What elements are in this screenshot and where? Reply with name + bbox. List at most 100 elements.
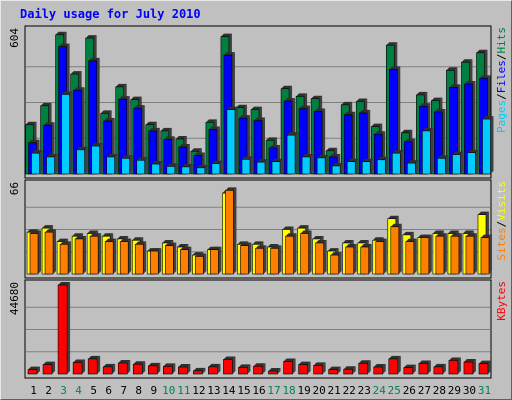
bar-kbytes-day-19 [298, 361, 311, 375]
bar-pages-day-13 [211, 160, 223, 175]
bar-top [269, 144, 281, 148]
bar-top [359, 109, 371, 113]
bar-top [266, 137, 278, 141]
bar-top [477, 211, 489, 215]
bar-pages-day-9 [151, 161, 163, 175]
bar-top [374, 131, 386, 135]
bar-top [377, 156, 389, 160]
bar-top [135, 241, 147, 245]
bar-top [208, 363, 221, 367]
bar-files-day-23 [358, 109, 371, 175]
bar-top [91, 143, 103, 147]
bar-face [147, 365, 158, 375]
x-tick-day-30: 30 [463, 384, 476, 397]
bar-face [76, 149, 85, 175]
bar-side [367, 360, 371, 374]
bar-top [437, 155, 449, 159]
bar-face [418, 363, 429, 375]
bar-side [38, 230, 42, 274]
bar-sites-day-29 [450, 233, 462, 275]
bar-top [148, 362, 161, 366]
bar-sites-day-13 [210, 246, 222, 275]
bar-side [187, 364, 191, 374]
bar-top [402, 231, 414, 235]
bar-face [74, 238, 84, 275]
bar-side [442, 363, 446, 374]
bar-top [299, 105, 311, 109]
bar-pages-day-24 [376, 156, 389, 175]
bar-side [488, 234, 492, 274]
bar-files-day-8 [133, 105, 145, 175]
bar-sites-day-23 [360, 244, 372, 275]
bar-face [358, 362, 369, 375]
bar-face [121, 158, 131, 175]
bar-side [385, 156, 389, 174]
bar-face [388, 358, 399, 375]
bar-top [268, 368, 281, 372]
bar-top [449, 84, 461, 88]
bar-top [193, 152, 205, 156]
bar-face [180, 249, 189, 275]
bar-face [104, 241, 114, 275]
bar-pages-day-16 [256, 159, 268, 175]
bar-face [44, 231, 54, 275]
x-tick-day-14: 14 [222, 384, 236, 397]
bar-side [189, 163, 193, 174]
bar-side [172, 363, 176, 374]
bar-sites-day-19 [300, 230, 312, 275]
x-tick-day-24: 24 [373, 384, 387, 397]
bar-side [457, 357, 461, 374]
bar-side [233, 187, 237, 274]
bar-kbytes-day-18 [283, 358, 296, 375]
bar-sites-day-31 [480, 234, 492, 275]
bar-pages-day-2 [46, 153, 58, 175]
bar-face [46, 156, 55, 175]
bar-top [432, 230, 444, 234]
bar-side [218, 246, 222, 274]
x-tick-day-7: 7 [120, 384, 127, 397]
bar-top [252, 241, 264, 245]
bar-top [272, 158, 284, 162]
bar-sites-day-12 [195, 253, 207, 275]
bar-top [347, 158, 359, 162]
x-tick-day-22: 22 [343, 384, 356, 397]
bar-top [433, 363, 446, 367]
bar-side [126, 96, 130, 174]
bar-face [166, 166, 176, 175]
bar-side [68, 241, 72, 274]
bar-side [99, 143, 103, 174]
bar-top [314, 108, 326, 112]
bar-side [322, 362, 326, 374]
bar-top [386, 42, 398, 46]
bar-top [480, 234, 492, 238]
bar-sites-day-2 [44, 229, 57, 275]
bar-side [69, 91, 73, 174]
bar-top [60, 241, 72, 245]
bar-side [352, 111, 356, 174]
bar-side [325, 154, 329, 174]
bar-top [177, 244, 189, 248]
bar-top [28, 366, 41, 370]
bar-face [480, 237, 490, 275]
bar-side [83, 235, 87, 274]
bar-top [298, 361, 311, 365]
bar-sites-day-15 [240, 242, 252, 275]
bar-pages-day-28 [437, 155, 449, 175]
legend-label: KBytes [495, 281, 508, 321]
x-tick-day-2: 2 [45, 384, 52, 397]
bar-top [132, 237, 144, 241]
bar-sites-day-30 [465, 233, 477, 275]
bar-side [141, 105, 145, 174]
bar-face [91, 145, 100, 175]
x-tick-day-29: 29 [448, 384, 461, 397]
bar-top [193, 367, 206, 371]
bar-side [84, 146, 88, 174]
bar-side [219, 160, 223, 174]
bar-top [163, 363, 176, 367]
bar-face [29, 233, 39, 275]
bar-side [292, 358, 296, 374]
bar-side [295, 132, 299, 174]
bar-top [43, 122, 55, 126]
bar-top [388, 355, 401, 359]
bar-top [25, 121, 37, 125]
